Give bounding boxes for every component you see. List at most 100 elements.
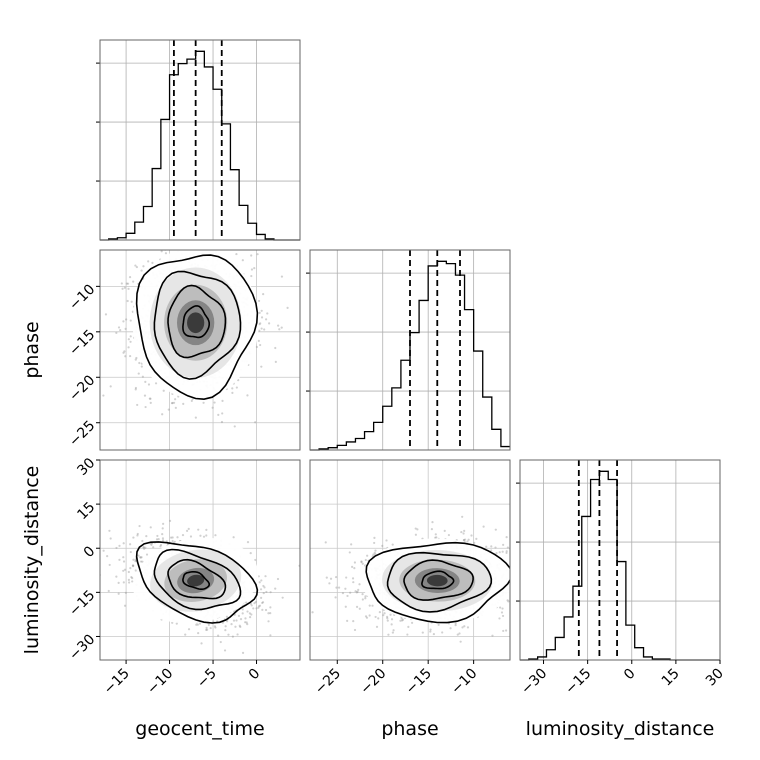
sample-point	[392, 629, 395, 632]
sample-point	[207, 623, 210, 626]
sample-point	[217, 634, 220, 637]
sample-point	[364, 595, 367, 598]
sample-point	[109, 537, 112, 540]
sample-point	[150, 543, 153, 546]
sample-point	[214, 534, 217, 537]
sample-point	[456, 633, 459, 636]
sample-point	[231, 387, 234, 390]
sample-point	[374, 549, 377, 552]
sample-point	[132, 280, 135, 283]
sample-point	[124, 591, 128, 594]
sample-point	[262, 584, 265, 588]
sample-point	[108, 563, 111, 567]
sample-point	[267, 612, 270, 615]
sample-point	[248, 615, 252, 619]
sample-point	[462, 538, 466, 542]
sample-point	[129, 550, 132, 554]
sample-point	[407, 625, 410, 628]
sample-point	[259, 343, 262, 347]
sample-point	[206, 628, 209, 631]
panel-background	[100, 40, 300, 240]
sample-point	[391, 631, 394, 634]
sample-point	[124, 327, 127, 330]
sample-point	[125, 282, 128, 285]
sample-point	[373, 536, 376, 539]
contour-line	[167, 558, 227, 600]
sample-point	[236, 633, 239, 636]
sample-point	[434, 533, 437, 536]
sample-point	[234, 241, 236, 243]
sample-point	[421, 631, 424, 634]
sample-point	[501, 607, 504, 610]
hist-panel-phase	[306, 249, 511, 451]
sample-point	[356, 590, 359, 593]
contour-line	[135, 541, 259, 624]
sample-point	[221, 621, 225, 624]
sample-point	[134, 388, 137, 391]
sample-point	[124, 355, 127, 358]
sample-point	[140, 365, 143, 368]
sample-point	[140, 269, 143, 272]
sample-point	[249, 602, 252, 605]
sample-point	[121, 287, 124, 290]
sample-point	[346, 619, 349, 622]
sample-point	[123, 568, 127, 571]
sample-point	[202, 535, 206, 538]
sample-point	[430, 527, 434, 531]
sample-point	[458, 632, 461, 635]
sample-point	[235, 252, 238, 256]
sample-point	[516, 574, 518, 576]
sample-point	[461, 515, 464, 518]
sample-point	[463, 625, 466, 628]
sample-point	[168, 519, 172, 523]
sample-point	[357, 588, 360, 591]
sample-point	[372, 553, 375, 556]
sample-point	[157, 537, 160, 541]
sample-point	[505, 629, 508, 632]
sample-point	[378, 611, 381, 614]
sample-point	[129, 319, 132, 322]
sample-point	[349, 591, 352, 594]
sample-point	[134, 264, 137, 267]
contour-line	[135, 254, 259, 401]
sample-point	[221, 399, 224, 402]
panel-contents	[100, 519, 300, 654]
sample-point	[144, 405, 147, 409]
sample-point	[136, 532, 139, 536]
sample-point	[246, 394, 249, 397]
scatter-panel-geocent_time-phase	[99, 241, 301, 457]
sample-point	[366, 554, 369, 557]
sample-point	[254, 600, 258, 603]
sample-point	[160, 250, 163, 253]
sample-point	[178, 247, 180, 249]
sample-point	[212, 241, 214, 243]
sample-point	[216, 246, 218, 248]
sample-point	[239, 625, 242, 629]
sample-point	[261, 608, 264, 611]
sample-point	[234, 625, 237, 628]
sample-point	[361, 598, 364, 601]
sample-point	[236, 246, 238, 248]
sample-point	[144, 380, 147, 383]
sample-point	[429, 628, 432, 631]
contour-line	[167, 284, 227, 359]
sample-point	[516, 580, 518, 582]
sample-point	[460, 530, 463, 534]
sample-point	[175, 622, 178, 625]
sample-point	[117, 592, 120, 595]
sample-point	[355, 605, 359, 608]
sample-point	[414, 527, 417, 530]
sample-point	[106, 555, 109, 558]
sample-point	[494, 528, 497, 531]
sample-point	[151, 261, 154, 264]
sample-point	[180, 455, 182, 457]
sample-point	[145, 535, 148, 538]
sample-point	[154, 382, 158, 385]
sample-point	[233, 425, 236, 428]
sample-point	[400, 617, 403, 620]
sample-point	[364, 615, 368, 618]
sample-point	[261, 601, 265, 604]
sample-point	[155, 538, 159, 541]
sample-point	[390, 623, 393, 626]
sample-point	[159, 543, 163, 547]
